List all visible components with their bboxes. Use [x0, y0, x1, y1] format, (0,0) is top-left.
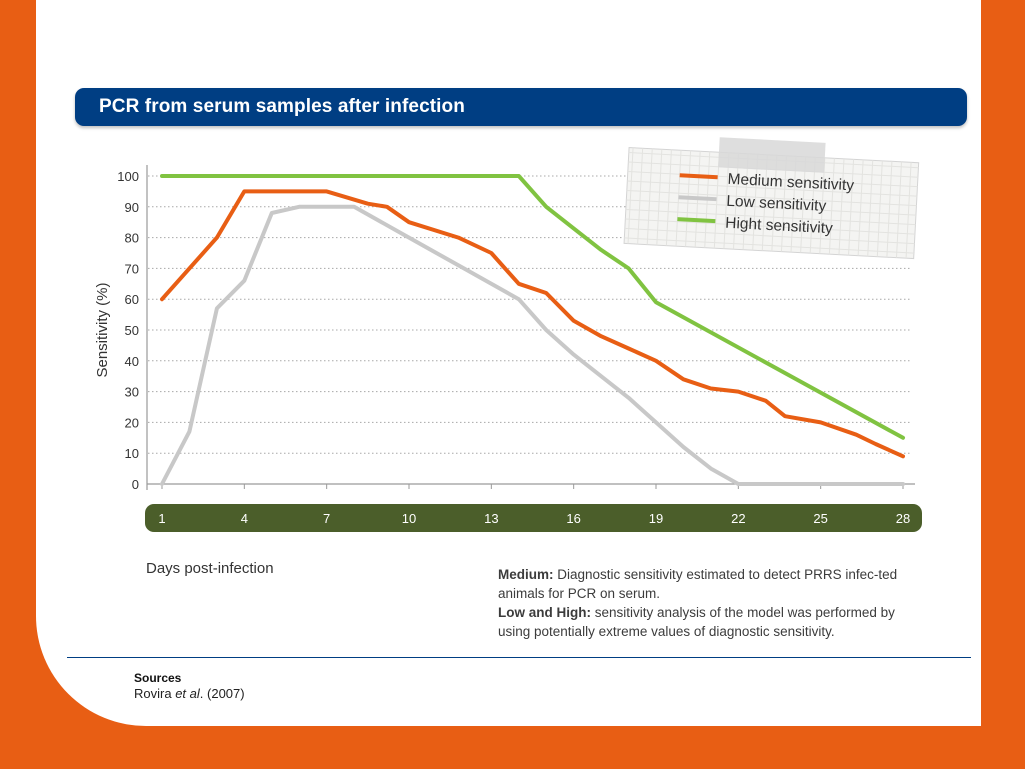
paper-grid-line: [828, 158, 835, 255]
paper-grid-line: [723, 152, 730, 249]
sources-citation: Rovira et al. (2007): [134, 686, 245, 701]
legend-swatch: [679, 173, 718, 180]
source-author: Rovira: [134, 686, 172, 701]
paper-grid-line: [819, 157, 826, 254]
x-tick-label: 10: [402, 511, 416, 526]
note-lowhigh-text: sensitivity analysis of the model was pe…: [498, 605, 895, 639]
paper-grid-line: [624, 237, 914, 254]
paper-grid-line: [646, 148, 653, 245]
page-title: PCR from serum samples after infection: [99, 96, 465, 117]
paper-grid-line: [790, 156, 797, 253]
note-lowhigh-label: Low and High:: [498, 605, 591, 620]
paper-grid-line: [637, 148, 644, 245]
x-axis-band: [145, 504, 922, 532]
x-axis-bar: 1 4 7 10 13 16 19 22 25 28: [145, 504, 922, 532]
y-tick-label: 80: [125, 231, 139, 246]
y-tick-label: 90: [125, 200, 139, 215]
note-medium-text: Diagnostic sensitivity estimated to dete…: [498, 567, 898, 601]
paper-grid-line: [886, 161, 893, 258]
paper-grid-line: [905, 162, 912, 259]
divider: [67, 657, 971, 658]
title-bar: PCR from serum samples after infection: [75, 88, 967, 126]
paper-grid-line: [867, 160, 874, 257]
paper-grid-line: [625, 218, 915, 235]
paper-grid-line: [627, 171, 918, 188]
paper-grid-line: [627, 147, 634, 244]
x-axis-caption: Days post-infection: [146, 560, 274, 577]
legend-label: Hight sensitivity: [725, 215, 834, 238]
y-tick-label: 60: [125, 292, 139, 307]
y-tick-label: 70: [125, 261, 139, 276]
series-line: [160, 174, 905, 440]
x-tick-label: 28: [896, 511, 910, 526]
x-tick-label: 22: [731, 511, 745, 526]
legend-label: Low sensitivity: [726, 193, 827, 215]
paper-grid-line: [761, 154, 768, 251]
paper-grid-line: [752, 154, 759, 251]
note-lowhigh: Low and High: sensitivity analysis of th…: [498, 603, 928, 641]
paper-grid-line: [838, 158, 845, 255]
x-tick-label: 1: [158, 511, 165, 526]
x-tick-label: 19: [649, 511, 663, 526]
paper-grid-line: [771, 155, 778, 252]
x-tick-label: 4: [241, 511, 248, 526]
paper-grid-line: [876, 160, 883, 257]
legend-swatch: [677, 217, 716, 224]
paper-grid-line: [627, 180, 917, 197]
y-tick-label: 100: [117, 169, 139, 184]
x-tick-label: 25: [813, 511, 827, 526]
paper-grid-line: [624, 227, 915, 245]
y-axis-label: Sensitivity (%): [94, 282, 111, 377]
x-tick-label: 13: [484, 511, 498, 526]
source-year: . (2007): [199, 686, 245, 701]
x-tick-label: 7: [323, 511, 330, 526]
legend-swatch: [678, 195, 717, 202]
y-tick-label: 0: [132, 477, 139, 492]
y-tick-label: 50: [125, 323, 139, 338]
tape-strip: [718, 137, 826, 173]
paper-grid-line: [780, 155, 787, 252]
paper-grid-line: [656, 149, 663, 246]
grid-lines: [148, 175, 911, 454]
paper-grid-line: [800, 156, 807, 253]
series-line: [160, 204, 905, 486]
paper-grid-line: [848, 159, 855, 256]
note-medium: Medium: Diagnostic sensitivity estimated…: [498, 565, 928, 603]
note-medium-label: Medium:: [498, 567, 554, 582]
paper-grid-line: [895, 161, 903, 258]
x-tick-label: 16: [566, 511, 580, 526]
paper-grid-line: [665, 149, 672, 246]
paper-grid-line: [809, 157, 816, 254]
source-etal: et al: [175, 686, 200, 701]
y-tick-labels: 0 10 20 30 40 50 60 70 80 90 100: [117, 169, 139, 492]
paper-grid-line: [626, 199, 916, 216]
paper-grid-line: [713, 152, 720, 249]
paper-grid-line: [742, 153, 749, 250]
series-line: [160, 189, 905, 459]
y-tick-label: 40: [125, 354, 139, 369]
paper-grid-line: [857, 159, 864, 256]
y-tick-label: 10: [125, 446, 139, 461]
series-lines: [160, 174, 905, 486]
sources-heading: Sources: [134, 671, 182, 685]
y-tick-label: 20: [125, 415, 139, 430]
paper-grid-line: [626, 189, 917, 207]
y-tick-label: 30: [125, 385, 139, 400]
paper-grid-line: [625, 208, 916, 226]
legend-label: Medium sensitivity: [727, 171, 855, 195]
notes: Medium: Diagnostic sensitivity estimated…: [498, 565, 928, 641]
paper-grid-line: [733, 153, 740, 250]
